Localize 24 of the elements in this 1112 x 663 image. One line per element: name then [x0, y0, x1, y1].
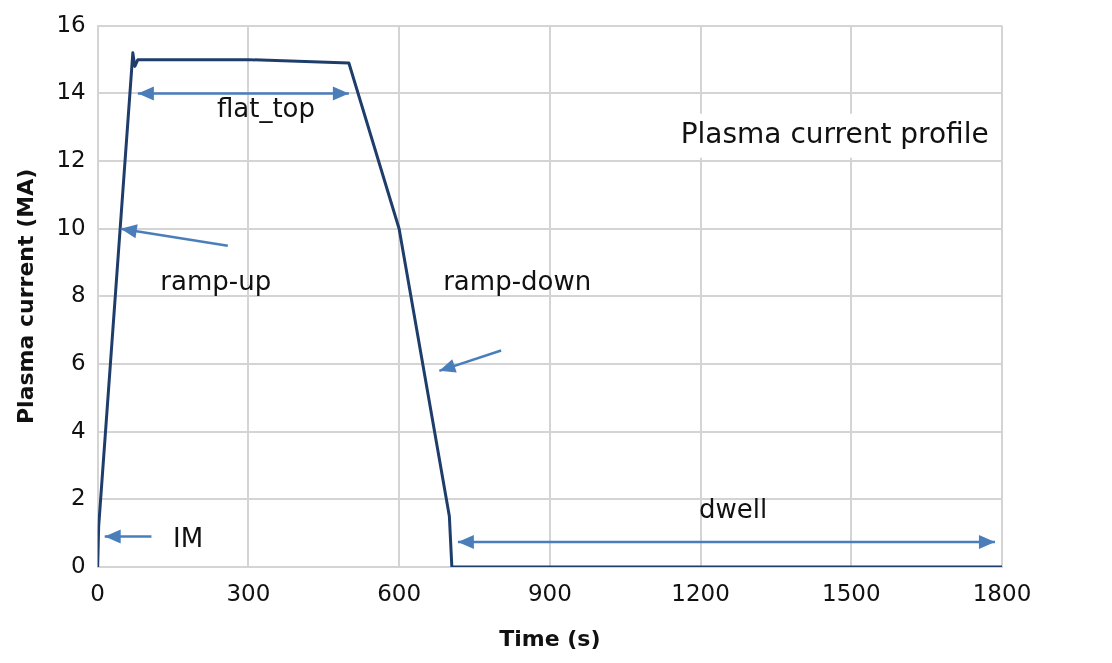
text: Plasma current profile — [680, 117, 989, 151]
x-tick-label: 300 — [226, 579, 271, 606]
x-tick-label: 900 — [527, 579, 572, 606]
annotation: IM — [173, 522, 204, 553]
x-tick-label: 600 — [377, 579, 422, 606]
y-tick-label: 0 — [71, 551, 86, 578]
annotation: flat_top — [216, 93, 316, 124]
annotation: ramp-up — [160, 265, 272, 296]
x-tick-label: 0 — [90, 579, 105, 606]
y-tick-label: 8 — [71, 281, 86, 308]
y-axis-title: Plasma current (MA) — [12, 168, 38, 425]
annotation: dwell — [699, 493, 768, 524]
y-tick-label: 2 — [71, 484, 86, 511]
x-tick-label: 1200 — [671, 579, 730, 606]
y-tick-label: 4 — [71, 416, 86, 443]
y-tick-label: 12 — [56, 146, 86, 173]
x-tick-label: 1500 — [822, 579, 881, 606]
x-tick-label: 1800 — [972, 579, 1032, 606]
y-tick-label: 14 — [56, 78, 86, 105]
y-tick-label: 10 — [56, 213, 86, 240]
y-tick-label: 6 — [71, 349, 86, 376]
annotation: ramp-down — [443, 265, 592, 296]
x-axis-title: Time (s) — [499, 625, 601, 651]
y-tick-label: 16 — [56, 10, 86, 37]
